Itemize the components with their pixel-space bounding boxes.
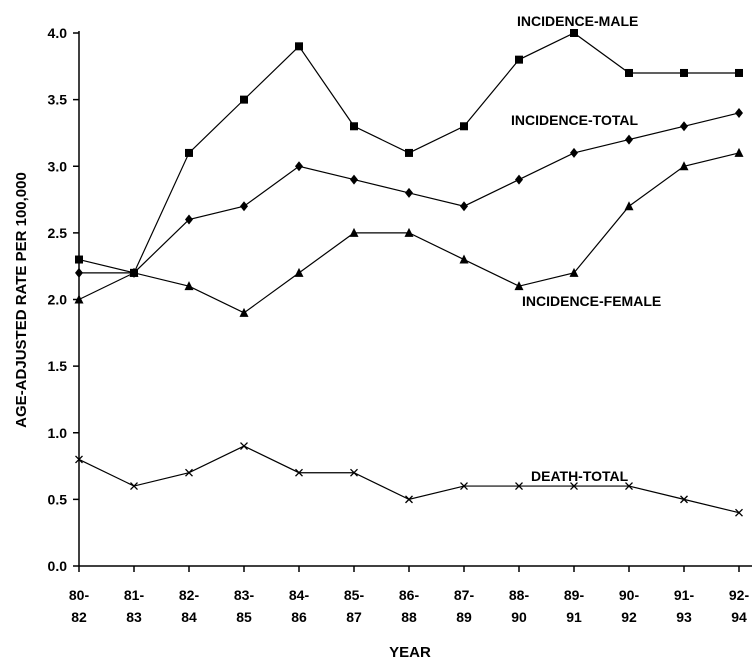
x-tick-label: 82 [71, 609, 87, 625]
data-point-triangle [404, 227, 414, 237]
x-tick-label: 91 [566, 609, 582, 625]
x-tick-label: 87 [346, 609, 362, 625]
data-point-x [460, 482, 468, 491]
series-label: INCIDENCE-FEMALE [522, 293, 661, 309]
y-tick-label: 2.5 [48, 225, 68, 241]
x-tick-label: 86 [291, 609, 307, 625]
x-tick-label: 93 [676, 609, 692, 625]
data-point-square [295, 42, 303, 51]
data-point-triangle [459, 254, 469, 264]
x-tick-label: 90- [619, 587, 640, 603]
x-axis-title: YEAR [389, 644, 431, 660]
x-tick-label: 86- [399, 587, 420, 603]
x-tick-label: 92- [729, 587, 750, 603]
data-point-triangle [734, 147, 744, 157]
x-tick-label: 92 [621, 609, 637, 625]
data-point-x [515, 482, 523, 491]
data-point-x [625, 482, 633, 491]
data-point-square [240, 95, 248, 104]
data-point-diamond [570, 147, 578, 158]
x-tick-label: 81- [124, 587, 145, 603]
series-line [78, 445, 740, 514]
series-label: INCIDENCE-TOTAL [511, 112, 638, 128]
x-tick-label: 87- [454, 587, 475, 603]
data-point-square [350, 122, 358, 131]
data-point-x [405, 495, 413, 504]
x-tick-label: 84- [289, 587, 310, 603]
data-point-square [625, 68, 633, 77]
series-label: DEATH-TOTAL [531, 468, 629, 484]
x-tick-label: 80- [69, 587, 90, 603]
series-group [74, 29, 744, 517]
data-point-diamond [75, 267, 83, 278]
data-point-diamond [405, 187, 413, 198]
y-tick-label: 0.5 [48, 491, 68, 507]
data-point-x [75, 455, 83, 464]
data-point-square [680, 68, 688, 77]
data-point-x [130, 482, 138, 491]
x-tick-label: 85 [236, 609, 252, 625]
y-axis-title: AGE-ADJUSTED RATE PER 100,000 [13, 172, 30, 428]
data-point-triangle [129, 267, 139, 277]
data-point-triangle [74, 294, 84, 304]
x-tick-label: 82- [179, 587, 200, 603]
data-point-x [735, 508, 743, 517]
x-tick-label: 85- [344, 587, 365, 603]
data-point-diamond [460, 201, 468, 212]
y-axis-ticks: 0.0 0.5 1.0 1.5 2.0 2.5 3.0 3.5 4.0 [48, 25, 79, 574]
data-point-triangle [569, 267, 579, 277]
data-point-diamond [735, 107, 743, 118]
x-tick-label: 88 [401, 609, 417, 625]
x-tick-label: 88- [509, 587, 530, 603]
data-point-x [680, 495, 688, 504]
data-point-triangle [184, 281, 194, 291]
y-tick-label: 4.0 [48, 25, 68, 41]
x-tick-label: 90 [511, 609, 527, 625]
y-tick-label: 1.5 [48, 358, 68, 374]
data-point-square [75, 255, 83, 264]
data-point-triangle [349, 227, 359, 237]
data-point-square [185, 148, 193, 157]
y-tick-label: 0.0 [48, 558, 68, 574]
data-point-diamond [515, 174, 523, 185]
data-point-triangle [514, 281, 524, 291]
data-point-triangle [679, 161, 689, 171]
data-point-square [460, 122, 468, 131]
data-point-triangle [624, 201, 634, 211]
data-point-x [570, 482, 578, 491]
data-point-triangle [239, 307, 249, 317]
data-point-x [240, 442, 248, 451]
data-point-x [295, 468, 303, 477]
data-point-square [515, 55, 523, 64]
x-tick-label: 89 [456, 609, 472, 625]
y-tick-label: 3.0 [48, 158, 68, 174]
x-tick-label: 89- [564, 587, 585, 603]
data-point-diamond [295, 161, 303, 172]
x-axis-ticks: 80- 82 81- 83 82- 84 83- 85 84- 86 85- 87 86- 88 87- 89… [69, 566, 750, 625]
data-point-diamond [625, 134, 633, 145]
data-point-diamond [185, 214, 193, 225]
x-tick-label: 83- [234, 587, 255, 603]
y-tick-label: 2.0 [48, 292, 68, 308]
y-tick-label: 3.5 [48, 92, 68, 108]
data-point-square [405, 148, 413, 157]
x-tick-label: 94 [731, 609, 747, 625]
y-tick-label: 1.0 [48, 425, 68, 441]
data-point-square [735, 68, 743, 77]
data-point-x [350, 468, 358, 477]
x-tick-label: 83 [126, 609, 142, 625]
data-point-triangle [294, 267, 304, 277]
data-point-diamond [680, 121, 688, 132]
data-point-square [570, 29, 578, 37]
series-labels: INCIDENCE-MALE INCIDENCE-TOTAL INCIDENCE-F… [511, 13, 661, 484]
data-point-diamond [240, 201, 248, 212]
x-tick-label: 91- [674, 587, 695, 603]
x-tick-label: 84 [181, 609, 197, 625]
series-label: INCIDENCE-MALE [517, 13, 638, 29]
data-point-x [185, 468, 193, 477]
data-point-diamond [350, 174, 358, 185]
